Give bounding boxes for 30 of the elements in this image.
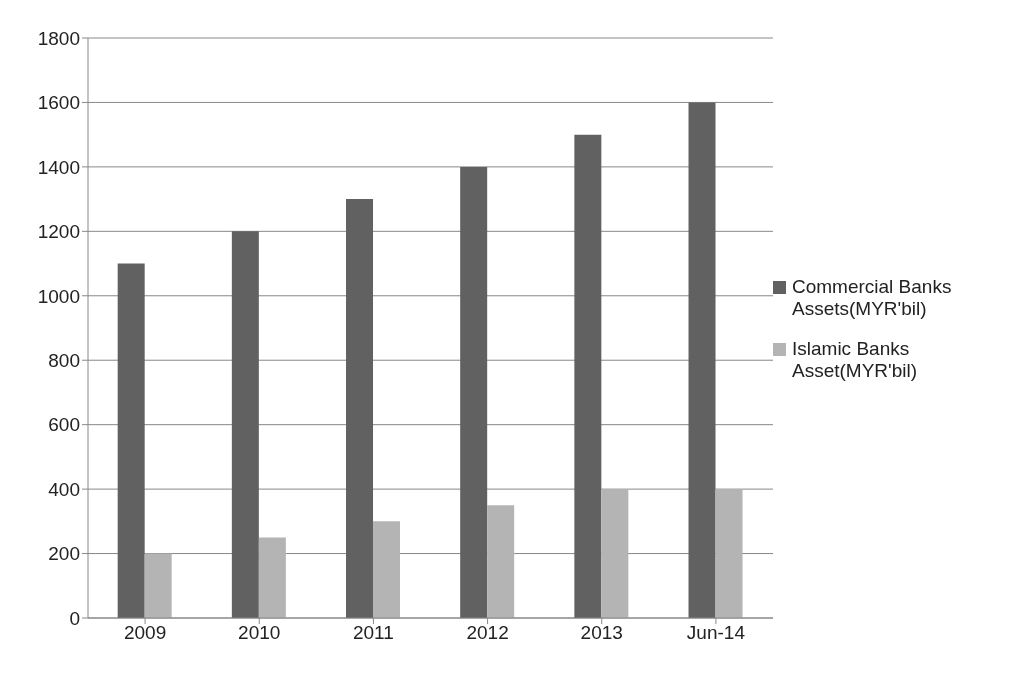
y-tick-label: 800 bbox=[48, 349, 80, 371]
y-tick-label: 1000 bbox=[37, 285, 80, 307]
bar bbox=[601, 489, 629, 618]
y-tick-label: 1400 bbox=[37, 156, 80, 178]
y-tick-label: 1200 bbox=[37, 221, 80, 243]
bar bbox=[258, 537, 286, 618]
x-tick-label: 2012 bbox=[466, 622, 509, 644]
bar bbox=[715, 489, 743, 618]
y-tick-label: 400 bbox=[48, 478, 80, 500]
x-tick-label: 2009 bbox=[123, 622, 167, 644]
bar bbox=[346, 199, 374, 618]
bar bbox=[231, 231, 259, 618]
bar bbox=[373, 521, 401, 618]
bar bbox=[144, 553, 172, 618]
bar bbox=[487, 505, 515, 618]
x-tick-label: 2013 bbox=[580, 622, 623, 644]
legend-label: Islamic Banks Asset(MYR'bil) bbox=[792, 338, 919, 382]
y-tick-label: 600 bbox=[48, 414, 80, 436]
bar bbox=[460, 166, 488, 618]
legend-label: Commercial Banks Assets(MYR'bil) bbox=[792, 276, 953, 320]
bar bbox=[574, 134, 602, 618]
y-tick-label: 1600 bbox=[37, 92, 80, 114]
bar bbox=[688, 102, 716, 618]
y-tick-label: 0 bbox=[69, 607, 80, 629]
x-tick-label: Jun-14 bbox=[686, 622, 746, 644]
y-tick-label: 1800 bbox=[37, 27, 80, 49]
bar bbox=[117, 263, 145, 618]
x-tick-label: 2011 bbox=[352, 622, 394, 644]
y-tick-label: 200 bbox=[48, 543, 80, 565]
x-tick-label: 2010 bbox=[238, 622, 281, 644]
